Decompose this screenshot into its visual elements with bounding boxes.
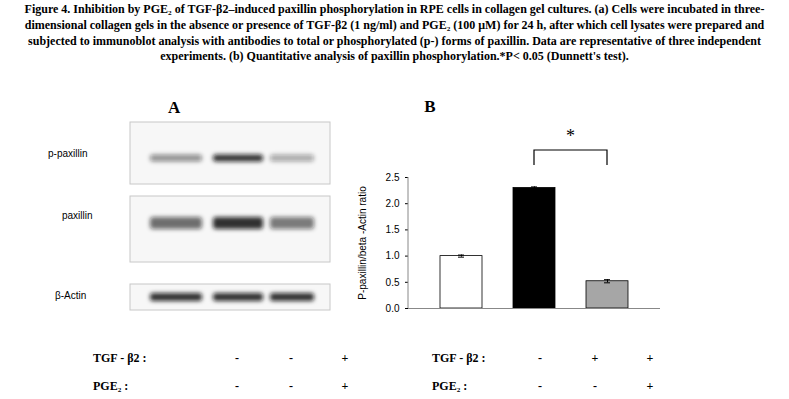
svg-text:-: - bbox=[538, 379, 542, 393]
svg-text:+: + bbox=[592, 351, 599, 365]
svg-text:+: + bbox=[342, 351, 349, 365]
svg-text:-: - bbox=[235, 379, 239, 393]
svg-text:β-Actin: β-Actin bbox=[55, 290, 86, 301]
svg-text:-: - bbox=[289, 379, 293, 393]
svg-text:-: - bbox=[235, 351, 239, 365]
svg-text:*: * bbox=[566, 126, 575, 146]
svg-text:0.5: 0.5 bbox=[386, 277, 400, 288]
svg-text:0.0: 0.0 bbox=[386, 303, 400, 314]
svg-text:1.0: 1.0 bbox=[386, 250, 400, 261]
svg-text:TGF - β2 :: TGF - β2 : bbox=[93, 351, 147, 365]
svg-text:2.0: 2.0 bbox=[386, 198, 400, 209]
svg-text:+: + bbox=[647, 351, 654, 365]
svg-text:p-paxillin: p-paxillin bbox=[48, 148, 87, 159]
svg-text:B: B bbox=[424, 97, 435, 116]
svg-text:TGF - β2 :: TGF - β2 : bbox=[432, 351, 486, 365]
svg-text:PGE₂ :: PGE₂ : bbox=[432, 379, 467, 393]
html-text:Figure 4. Inhibition by PGE₂ o: Figure 4. Inhibition by PGE₂ of TGF-β2–i… bbox=[24, 2, 765, 64]
svg-text:-: - bbox=[538, 351, 542, 365]
svg-text:P-paxillin/beta -Actin ratio: P-paxillin/beta -Actin ratio bbox=[357, 186, 368, 300]
svg-text:PGE₂ :: PGE₂ : bbox=[93, 379, 128, 393]
svg-text:2.5: 2.5 bbox=[386, 172, 400, 183]
svg-text:-: - bbox=[593, 379, 597, 393]
svg-text:+: + bbox=[647, 379, 654, 393]
svg-text:1.5: 1.5 bbox=[386, 224, 400, 235]
svg-text:-: - bbox=[289, 351, 293, 365]
svg-text:+: + bbox=[342, 379, 349, 393]
svg-text:A: A bbox=[168, 98, 181, 117]
svg-text:paxillin: paxillin bbox=[62, 210, 93, 221]
